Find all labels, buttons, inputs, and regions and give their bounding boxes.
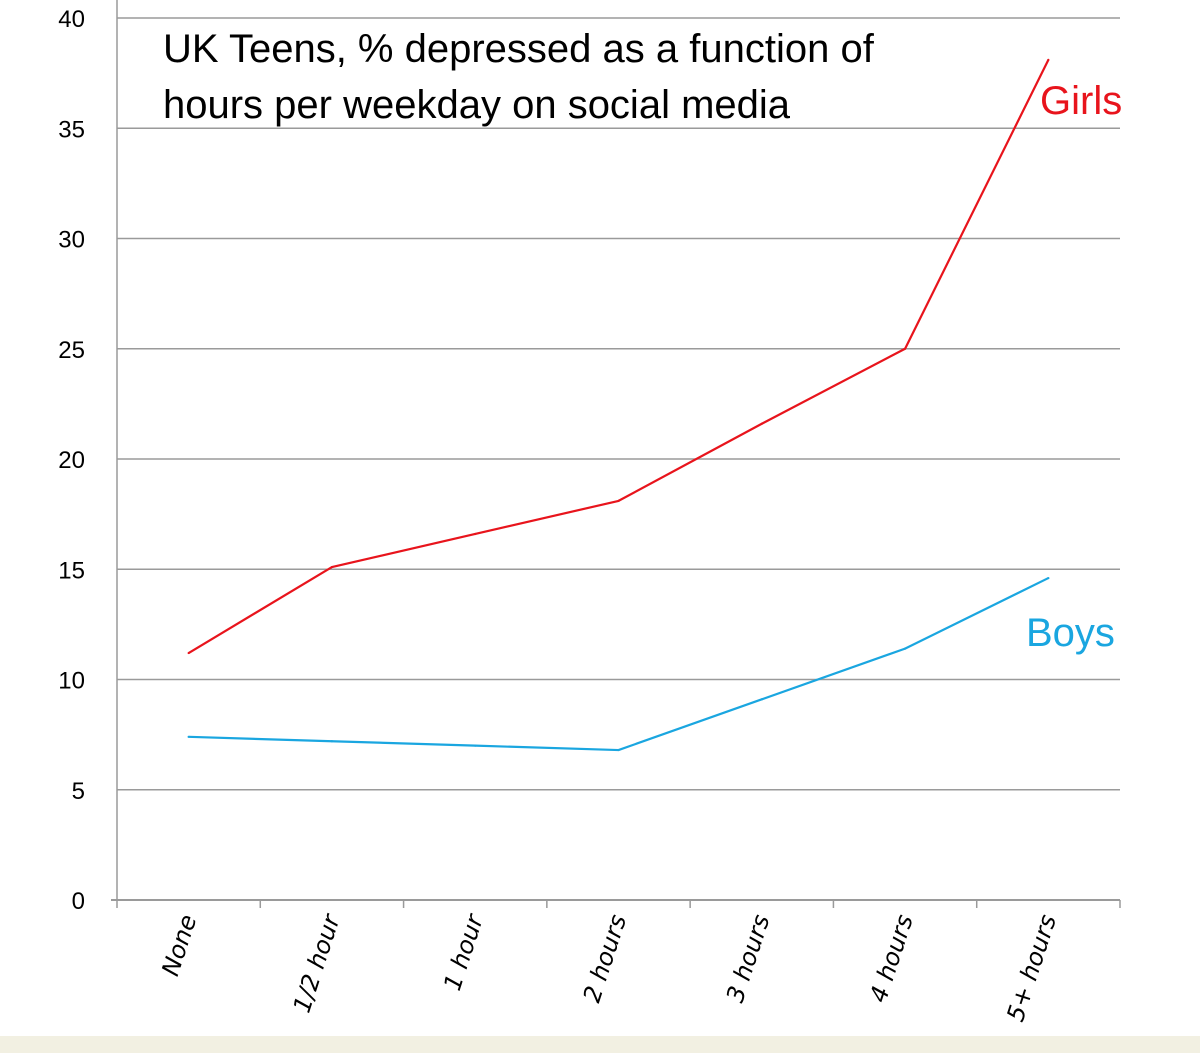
- chart-title-line-1: UK Teens, % depressed as a function of: [163, 27, 875, 71]
- y-tick-label: 25: [58, 337, 85, 364]
- data-point-girls: [187, 651, 190, 655]
- data-point-girls: [1047, 58, 1050, 61]
- data-point-girls: [617, 499, 620, 502]
- data-point-boys: [617, 748, 620, 752]
- y-tick-label: 35: [58, 116, 85, 143]
- y-tick-label: 0: [72, 888, 85, 915]
- data-point-girls: [474, 532, 477, 536]
- y-tick-label: 40: [58, 6, 85, 33]
- data-point-boys: [760, 698, 763, 701]
- y-tick-label: 15: [58, 557, 85, 584]
- data-point-girls: [330, 565, 334, 569]
- chart-title-line-2: hours per weekday on social media: [163, 83, 791, 127]
- data-point-girls: [903, 347, 907, 350]
- series-label-girls: Girls: [1040, 79, 1122, 123]
- y-tick-label: 20: [58, 447, 85, 474]
- data-point-boys: [903, 647, 907, 650]
- y-tick-label: 5: [72, 778, 85, 805]
- y-tick-label: 30: [58, 227, 85, 254]
- bottom-strip: [0, 1036, 1200, 1053]
- data-point-boys: [330, 740, 334, 743]
- series-label-boys: Boys: [1026, 611, 1115, 655]
- data-point-girls: [760, 422, 763, 425]
- y-tick-label: 10: [58, 668, 85, 695]
- data-point-boys: [1047, 576, 1050, 580]
- data-point-boys: [187, 735, 190, 738]
- data-point-boys: [474, 744, 477, 747]
